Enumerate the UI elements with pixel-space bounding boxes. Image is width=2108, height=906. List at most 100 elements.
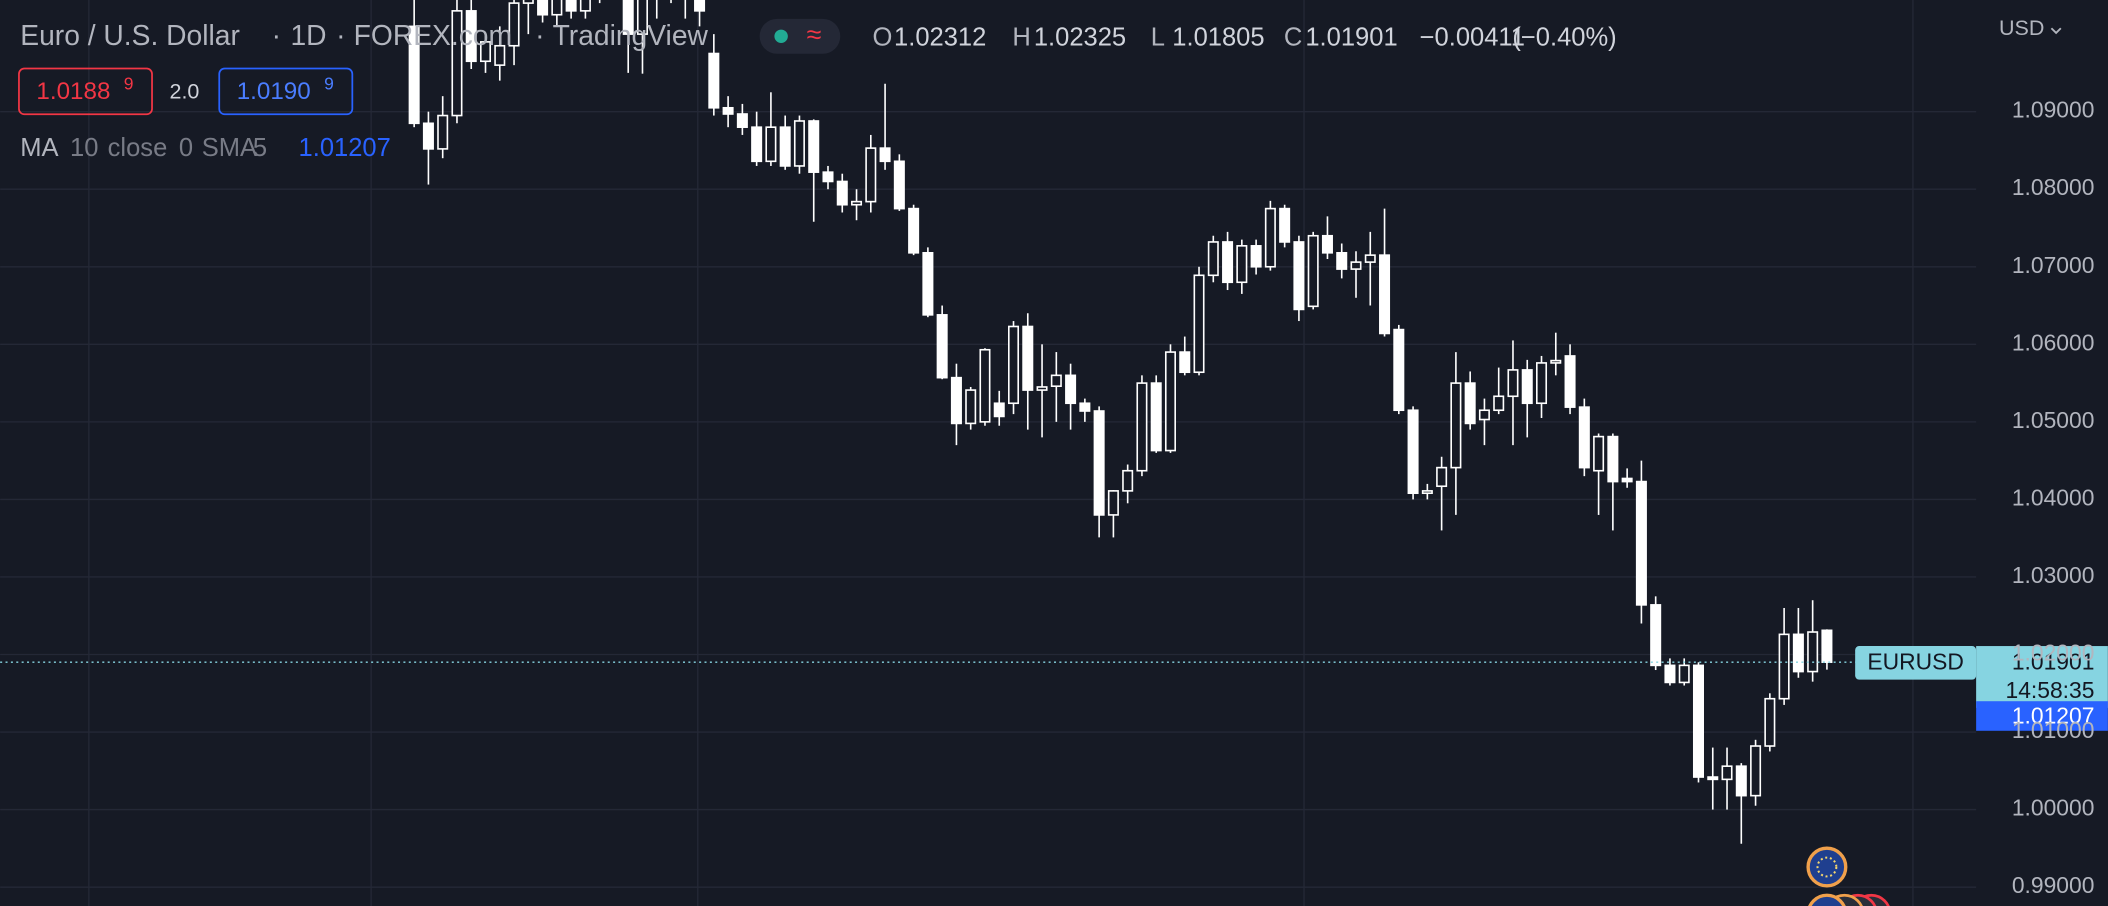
last-price-label: 1.01901: [2012, 649, 2095, 675]
ohlc-key: L: [1151, 24, 1165, 52]
event-icon-stars: [1816, 856, 1838, 878]
separator: ·: [272, 19, 281, 51]
candle-body: [1279, 207, 1291, 243]
candle-body: [537, 0, 549, 16]
ohlc-legend: O 1.02312 H 1.02325 L 1.01805 C 1.01901 −0.00411…: [873, 24, 1617, 52]
candle-body: [1036, 386, 1048, 391]
event-icon[interactable]: [1806, 846, 1848, 888]
candle-body: [1065, 374, 1077, 405]
candle-body: [1507, 369, 1519, 398]
market-status-pill[interactable]: [759, 18, 841, 54]
buy-box[interactable]: [218, 67, 354, 116]
candle-body: [708, 52, 720, 109]
candle-body: [1393, 328, 1405, 412]
candle-body: [1792, 633, 1804, 673]
indicator-param: close: [108, 134, 168, 162]
candle-body: [1564, 355, 1576, 408]
header: Euro / U.S. Dollar · 1D · FOREX.com · Tr…: [20, 18, 841, 54]
currency[interactable]: USD: [1999, 16, 2044, 40]
candle-body: [1164, 351, 1176, 452]
candle-body: [1436, 466, 1448, 488]
spread: 2.0: [170, 79, 200, 103]
change: −0.00411: [1420, 24, 1525, 52]
candle-body: [1179, 351, 1191, 374]
candle-body: [979, 348, 991, 423]
source: FOREX.com: [354, 19, 512, 51]
candle-body: [1407, 409, 1419, 495]
ask-pip: 9: [324, 73, 334, 93]
candle-body: [1735, 765, 1747, 797]
bid-price: 1.0188: [36, 78, 110, 105]
candle-body: [1650, 604, 1662, 667]
y-tick-label: 1.03000: [2012, 562, 2095, 588]
candle-body: [751, 126, 763, 163]
symbol-title[interactable]: Euro / U.S. Dollar: [20, 19, 240, 51]
candle-body: [822, 171, 834, 183]
candle-body: [1022, 325, 1034, 391]
candle-body: [1293, 241, 1305, 311]
indicator-name[interactable]: MA: [20, 134, 58, 162]
candle-body: [779, 126, 791, 167]
event-icons: [1806, 846, 1890, 906]
candle-body: [1764, 697, 1776, 747]
y-tick-label: 1.04000: [2012, 484, 2095, 510]
candle-body: [1193, 274, 1205, 374]
candle-body: [1093, 410, 1105, 516]
candle-body: [1236, 245, 1248, 284]
interval[interactable]: 1D: [290, 19, 326, 51]
candle-body: [479, 41, 492, 63]
candle-body: [1607, 435, 1619, 483]
time-grid: [88, 0, 1914, 906]
candle-body: [522, 0, 534, 4]
event-icon[interactable]: [1808, 893, 1846, 906]
ohlc-value: 1.02325: [1034, 24, 1126, 52]
y-tick-label: 1.07000: [2012, 252, 2095, 278]
candle-body: [1207, 241, 1219, 277]
candle-body: [865, 147, 877, 203]
candle-body: [694, 0, 706, 12]
candle-body: [1150, 382, 1162, 452]
candle-body: [1593, 435, 1605, 472]
separator: ·: [336, 19, 345, 51]
countdown-label: 14:58:35: [2005, 677, 2094, 703]
candle-body: [1350, 261, 1362, 270]
candle-body: [408, 25, 420, 125]
y-tick-label: 1.05000: [2012, 407, 2095, 433]
candle-body: [1536, 362, 1548, 405]
candle-body: [736, 113, 748, 128]
candle-body: [1079, 402, 1091, 412]
candle-body: [1678, 664, 1690, 684]
candle-body: [936, 314, 948, 379]
sell-box[interactable]: [18, 67, 153, 116]
candle-body: [808, 120, 820, 173]
candle-body: [1478, 409, 1490, 421]
bid-pip: 9: [124, 73, 134, 93]
indicator-tag: [1976, 701, 2108, 731]
ohlc-value: 1.01901: [1305, 24, 1397, 52]
ohlc-key: C: [1284, 24, 1302, 52]
candle-body: [565, 0, 577, 12]
candle-body: [1750, 745, 1762, 797]
candle-body: [1264, 207, 1276, 268]
indicator-param: 0: [179, 134, 193, 162]
candle-body: [1364, 254, 1376, 263]
y-tick-label: 1.02000: [2012, 640, 2095, 666]
candle-body: [1692, 664, 1705, 778]
symbol-tag-label: EURUSD: [1867, 649, 1963, 675]
candle-body: [1807, 631, 1819, 673]
candle-body: [1464, 382, 1476, 425]
candle-body: [1107, 490, 1119, 516]
platform: TradingView: [553, 19, 709, 51]
candle-body: [508, 2, 520, 47]
candle-body: [993, 402, 1005, 418]
candle-body: [1550, 359, 1562, 364]
candle-body: [950, 376, 962, 425]
y-tick-label: 1.09000: [2012, 97, 2095, 123]
symbol-tag: [1855, 646, 1977, 680]
y-tick-label: 0.99000: [2012, 872, 2095, 898]
candle-body: [636, 0, 648, 35]
candle-body: [851, 200, 863, 206]
